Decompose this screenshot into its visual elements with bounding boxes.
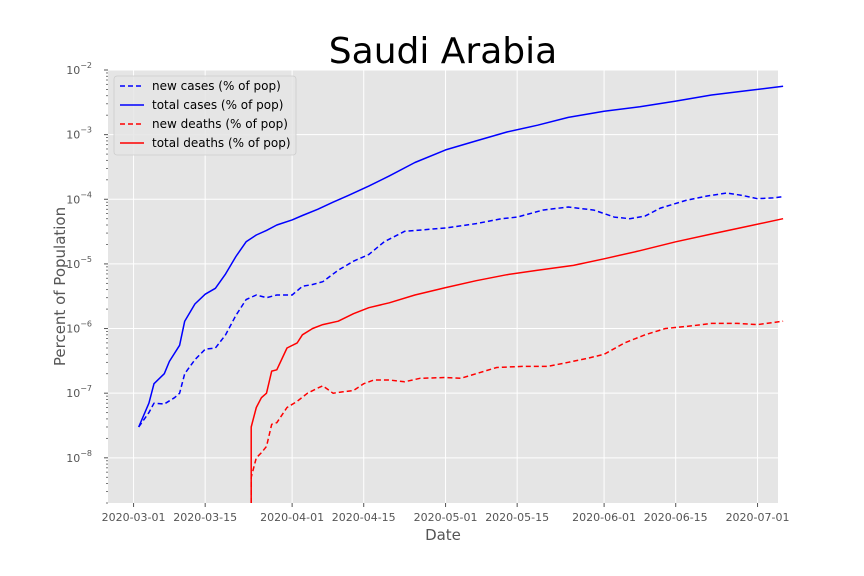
grid-lines — [108, 69, 778, 503]
y-tick-label: 10−2 — [66, 61, 92, 77]
y-tick-exponent: −2 — [80, 61, 92, 70]
x-tick-label: 2020-06-15 — [644, 511, 708, 524]
x-tick-label: 2020-03-01 — [102, 511, 166, 524]
x-tick-label: 2020-06-01 — [572, 511, 636, 524]
y-tick-exponent: −5 — [80, 255, 92, 264]
y-tick-label: 10−8 — [66, 449, 92, 465]
series-line-2 — [250, 320, 784, 503]
y-tick-label: 10−7 — [66, 384, 92, 400]
y-tick-exponent: −7 — [80, 384, 92, 393]
x-axis-label: Date — [425, 526, 461, 544]
y-tick-base: 10 — [66, 193, 80, 206]
x-tick-label: 2020-04-01 — [260, 511, 324, 524]
y-tick-base: 10 — [66, 387, 80, 400]
legend-label: new cases (% of pop) — [152, 79, 281, 93]
legend-label: total cases (% of pop) — [152, 98, 283, 112]
y-tick-base: 10 — [66, 452, 80, 465]
chart-title: Saudi Arabia — [329, 31, 557, 72]
y-tick-label: 10−3 — [66, 126, 92, 142]
legend-label: new deaths (% of pop) — [152, 117, 288, 131]
y-tick-label: 10−4 — [66, 190, 92, 206]
y-axis-label: Percent of Population — [51, 207, 69, 366]
y-tick-label: 10−5 — [66, 255, 92, 271]
x-tick-label: 2020-03-15 — [173, 511, 237, 524]
y-tick-exponent: −8 — [80, 449, 92, 458]
y-tick-label: 10−6 — [66, 320, 92, 336]
series-line-1 — [138, 85, 784, 428]
y-tick-base: 10 — [66, 64, 80, 77]
x-tick-label: 2020-04-15 — [332, 511, 396, 524]
series-line-0 — [138, 192, 784, 428]
y-tick-exponent: −6 — [80, 320, 92, 329]
legend-box — [113, 75, 297, 156]
y-tick-base: 10 — [66, 323, 80, 336]
legend: new cases (% of pop) total cases (% of po… — [113, 75, 297, 156]
y-tick-base: 10 — [66, 129, 80, 142]
legend-label: total deaths (% of pop) — [152, 136, 291, 150]
y-tick-exponent: −4 — [80, 190, 92, 199]
y-tick-exponent: −3 — [80, 126, 92, 135]
series-lines — [138, 85, 784, 503]
x-tick-label: 2020-05-15 — [485, 511, 549, 524]
x-tick-label: 2020-05-01 — [414, 511, 478, 524]
x-tick-label: 2020-07-01 — [726, 511, 790, 524]
axis-ticks: 2020-03-01 2020-03-15 2020-04-01 2020-04-15… — [66, 61, 789, 524]
series-line-3 — [250, 217, 784, 503]
y-tick-base: 10 — [66, 258, 80, 271]
